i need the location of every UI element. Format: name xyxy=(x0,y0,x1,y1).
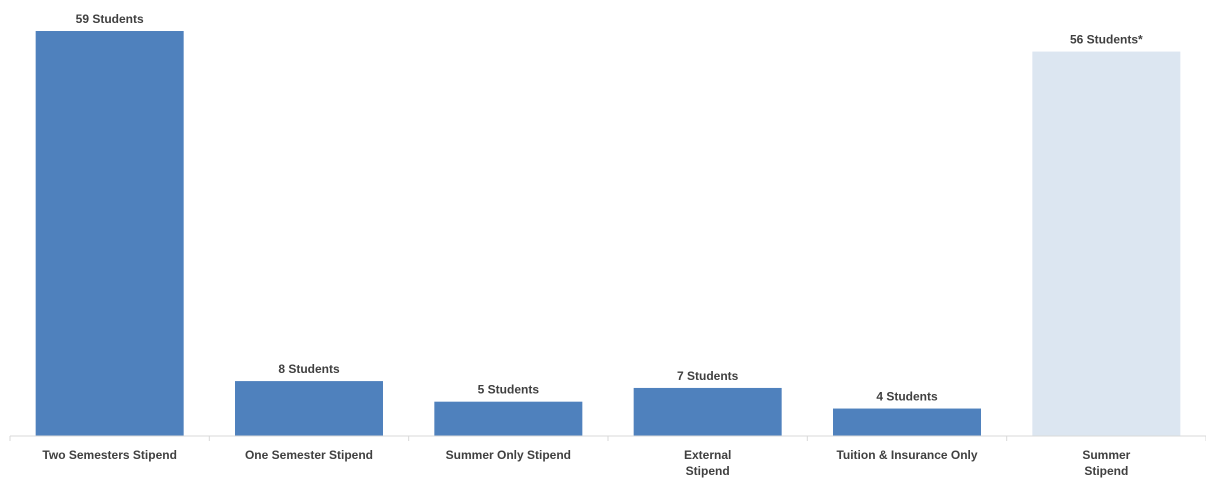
x-tick-label-line: Two Semesters Stipend xyxy=(42,448,176,462)
bar xyxy=(235,381,383,436)
x-tick-label-line: Tuition & Insurance Only xyxy=(836,448,977,462)
bar xyxy=(1032,51,1181,436)
x-tick-label-line: One Semester Stipend xyxy=(245,448,373,462)
data-label: 8 Students xyxy=(278,362,340,376)
x-tick-label-line: Summer xyxy=(1082,448,1130,462)
x-axis-tick-labels: Two Semesters Stipend One Semester Stipen… xyxy=(42,448,1130,478)
data-label: 5 Students xyxy=(478,383,540,397)
x-tick-label-line: Summer Only Stipend xyxy=(446,448,571,462)
x-tick-label: Two Semesters Stipend xyxy=(42,448,176,462)
data-label: 56 Students* xyxy=(1070,33,1143,47)
bars xyxy=(35,31,1181,436)
bar xyxy=(833,408,981,436)
x-tick-label-line: External xyxy=(684,448,731,462)
data-labels: 59 Students 8 Students 5 Students 7 Student… xyxy=(76,12,1143,404)
bar xyxy=(35,31,184,436)
x-tick-label: Summer Stipend xyxy=(1082,448,1130,478)
x-tick-label-line: Stipend xyxy=(1084,464,1128,478)
x-tick-label-line: Stipend xyxy=(686,464,730,478)
x-tick-label: Tuition & Insurance Only xyxy=(836,448,977,462)
data-label: 7 Students xyxy=(677,369,739,383)
data-label: 4 Students xyxy=(876,390,938,404)
bar xyxy=(633,387,782,436)
x-tick-label: External Stipend xyxy=(684,448,731,478)
x-tick-label: Summer Only Stipend xyxy=(446,448,571,462)
x-axis-ticks xyxy=(9,436,1206,441)
data-label: 59 Students xyxy=(76,12,144,26)
bar xyxy=(434,401,583,436)
x-tick-label: One Semester Stipend xyxy=(245,448,373,462)
